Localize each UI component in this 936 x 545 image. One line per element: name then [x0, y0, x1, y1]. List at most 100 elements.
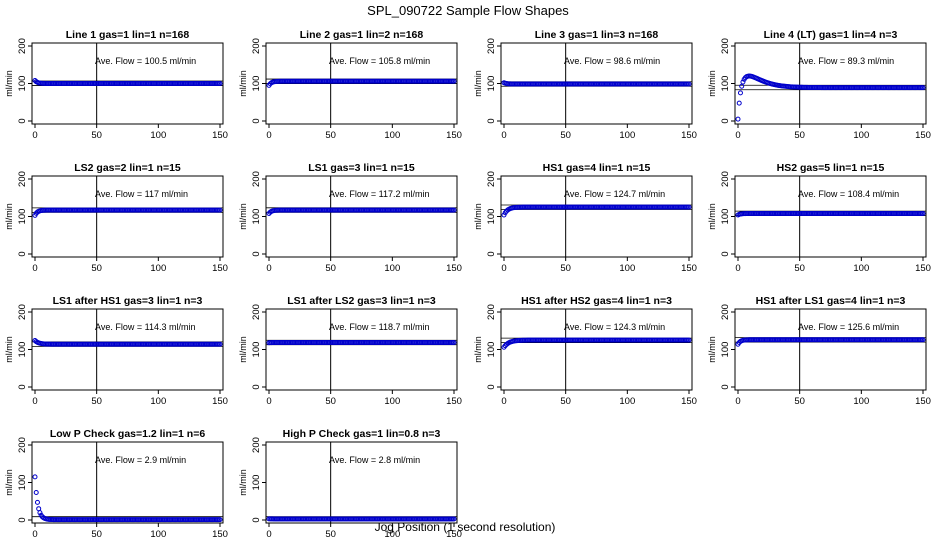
y-tick-label: 0	[17, 517, 28, 522]
x-tick-label: 0	[32, 529, 37, 540]
data-point	[32, 474, 38, 480]
x-tick-label: 50	[794, 263, 805, 274]
panel-title: Low P Check gas=1.2 lin=1 n=6	[50, 428, 205, 440]
y-tick-label: 200	[486, 171, 497, 187]
panel-title: LS1 after HS1 gas=3 lin=1 n=3	[53, 295, 203, 307]
panel-annotation: Ave. Flow = 2.9 ml/min	[95, 455, 186, 465]
panel-title: LS1 gas=3 lin=1 n=15	[308, 162, 415, 174]
x-tick-label: 100	[853, 396, 869, 407]
chart-panel: LS2 gas=2 lin=1 n=15 Ave. Flow = 117 ml/m…	[4, 162, 228, 274]
y-axis-label: ml/min	[707, 70, 717, 97]
x-tick-label: 150	[212, 529, 228, 540]
y-tick-label: 0	[720, 384, 731, 389]
y-tick-label: 100	[17, 209, 28, 225]
panel-annotation: Ave. Flow = 124.3 ml/min	[564, 322, 665, 332]
chart-panel: High P Check gas=1 lin=0.8 n=3 Ave. Flow …	[238, 428, 462, 540]
x-tick-label: 100	[853, 130, 869, 141]
panel-title: LS1 after LS2 gas=3 lin=1 n=3	[287, 295, 436, 307]
panel-title: HS1 after LS1 gas=4 lin=1 n=3	[756, 295, 906, 307]
y-tick-label: 100	[17, 475, 28, 491]
y-tick-label: 200	[17, 171, 28, 187]
x-tick-label: 0	[735, 396, 740, 407]
y-tick-label: 200	[17, 38, 28, 54]
figure-x-axis-label: Jog Position (1 second resolution)	[375, 520, 556, 534]
y-tick-label: 100	[486, 76, 497, 92]
x-tick-label: 0	[32, 263, 37, 274]
data-point	[737, 90, 743, 96]
chart-panel: HS1 after HS2 gas=4 lin=1 n=3 Ave. Flow =…	[473, 295, 697, 407]
panel-annotation: Ave. Flow = 114.3 ml/min	[95, 322, 195, 332]
y-tick-label: 0	[720, 118, 731, 123]
y-tick-label: 0	[251, 118, 262, 123]
x-tick-label: 50	[91, 529, 102, 540]
x-tick-label: 100	[619, 396, 635, 407]
panel-title: High P Check gas=1 lin=0.8 n=3	[283, 428, 441, 440]
panel-title: LS2 gas=2 lin=1 n=15	[74, 162, 181, 174]
chart-panel: HS1 gas=4 lin=1 n=15 Ave. Flow = 124.7 ml…	[473, 162, 697, 274]
data-point	[33, 489, 39, 495]
x-tick-label: 0	[32, 396, 37, 407]
x-tick-label: 150	[681, 396, 697, 407]
y-tick-label: 0	[251, 517, 262, 522]
y-tick-label: 100	[17, 342, 28, 358]
x-tick-label: 150	[446, 529, 462, 540]
y-axis-label: ml/min	[4, 70, 14, 97]
y-tick-label: 100	[17, 76, 28, 92]
panel-annotation: Ave. Flow = 117 ml/min	[95, 189, 188, 199]
data-point	[36, 506, 42, 512]
y-tick-label: 100	[251, 76, 262, 92]
y-tick-label: 200	[251, 38, 262, 54]
y-tick-label: 0	[17, 251, 28, 256]
y-tick-label: 100	[251, 342, 262, 358]
x-tick-label: 0	[266, 396, 271, 407]
x-tick-label: 100	[150, 130, 166, 141]
y-axis-label: ml/min	[473, 203, 483, 230]
y-tick-label: 200	[251, 171, 262, 187]
data-point	[451, 78, 457, 84]
data-point	[739, 83, 745, 89]
x-tick-label: 150	[212, 130, 228, 141]
x-tick-label: 50	[91, 130, 102, 141]
panel-title: Line 3 gas=1 lin=3 n=168	[535, 29, 659, 41]
x-tick-label: 50	[794, 130, 805, 141]
y-tick-label: 0	[251, 384, 262, 389]
x-tick-label: 100	[150, 529, 166, 540]
y-axis-label: ml/min	[4, 336, 14, 363]
data-point	[217, 81, 223, 86]
x-tick-label: 0	[266, 130, 271, 141]
panel-title: Line 2 gas=1 lin=2 n=168	[300, 29, 424, 41]
y-tick-label: 0	[486, 118, 497, 123]
y-tick-label: 0	[17, 384, 28, 389]
data-point	[451, 339, 457, 345]
chart-panel: Line 1 gas=1 lin=1 n=168 Ave. Flow = 100.…	[4, 29, 228, 141]
y-tick-label: 100	[720, 209, 731, 225]
y-tick-label: 100	[486, 342, 497, 358]
y-axis-label: ml/min	[707, 336, 717, 363]
y-tick-label: 100	[486, 209, 497, 225]
data-point	[736, 100, 742, 106]
y-axis-label: ml/min	[238, 70, 248, 97]
x-tick-label: 0	[501, 263, 506, 274]
y-tick-label: 100	[720, 76, 731, 92]
y-axis-label: ml/min	[238, 336, 248, 363]
panel-annotation: Ave. Flow = 105.8 ml/min	[329, 56, 430, 66]
panel-annotation: Ave. Flow = 98.6 ml/min	[564, 56, 660, 66]
panel-annotation: Ave. Flow = 125.6 ml/min	[798, 322, 899, 332]
chart-panel: HS1 after LS1 gas=4 lin=1 n=3 Ave. Flow =…	[707, 295, 931, 407]
x-tick-label: 50	[325, 396, 336, 407]
y-tick-label: 0	[17, 118, 28, 123]
x-tick-label: 50	[91, 263, 102, 274]
data-point	[37, 510, 43, 516]
chart-panel: HS2 gas=5 lin=1 n=15 Ave. Flow = 108.4 ml…	[707, 162, 931, 274]
x-tick-label: 100	[853, 263, 869, 274]
x-tick-label: 150	[681, 263, 697, 274]
chart-panel: Line 2 gas=1 lin=2 n=168 Ave. Flow = 105.…	[238, 29, 462, 141]
y-tick-label: 0	[251, 251, 262, 256]
y-axis-label: ml/min	[4, 469, 14, 496]
data-point	[34, 499, 40, 505]
chart-panel: Line 3 gas=1 lin=3 n=168 Ave. Flow = 98.6…	[473, 29, 697, 141]
panel-title: Line 1 gas=1 lin=1 n=168	[66, 29, 190, 41]
chart-panel: LS1 after LS2 gas=3 lin=1 n=3 Ave. Flow =…	[238, 295, 462, 407]
data-point	[740, 79, 746, 85]
x-tick-label: 100	[150, 263, 166, 274]
